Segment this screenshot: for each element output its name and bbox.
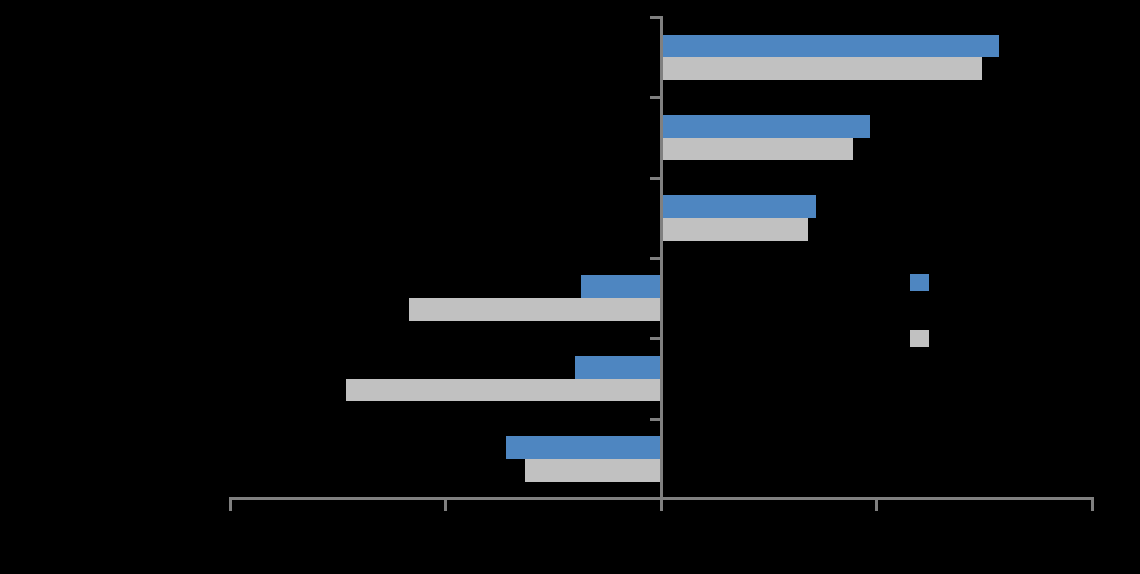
x-axis-line [228,496,1094,500]
x-axis-tick [228,499,232,511]
bar-blue-series-cat3 [662,195,817,218]
x-axis-tick [875,499,878,511]
bar-gray-series-cat1 [662,57,983,81]
y-axis-tick [650,16,661,19]
legend-swatch-gray-icon [910,330,929,347]
y-axis-line [659,16,663,500]
y-axis-tick [650,96,661,100]
bar-gray-series-cat4 [408,298,660,322]
bar-blue-series-cat5 [574,355,660,379]
bar-blue-series-cat4 [581,275,660,299]
bar-blue-series-cat2 [662,114,871,138]
y-axis-tick [650,417,661,421]
y-axis-tick [650,337,661,341]
bar-blue-series-cat1 [662,34,1000,58]
bar-gray-series-cat3 [662,217,808,241]
bar-blue-series-cat6 [505,436,660,459]
x-axis-tick [659,499,663,511]
y-axis-tick [650,256,661,260]
bar-gray-series-cat6 [525,458,660,482]
legend-swatch-blue-icon [910,274,929,291]
y-axis-tick [650,176,661,180]
bar-gray-series-cat5 [346,378,660,402]
bar-gray-series-cat2 [662,137,853,161]
x-axis-tick [444,499,447,511]
x-axis-tick [1090,499,1094,511]
